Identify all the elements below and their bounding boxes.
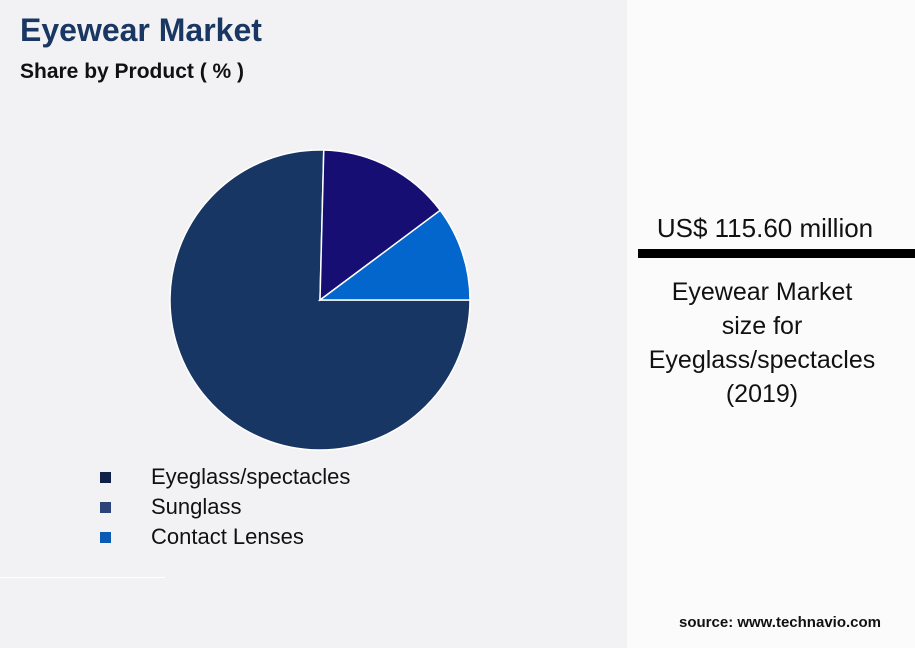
description-line: Eyewear Market (671, 278, 853, 306)
legend-item: Eyeglass/spectacles (100, 462, 350, 492)
legend: Eyeglass/spectacles Sunglass Contact Len… (100, 462, 350, 552)
info-panel: US$ 115.60 million Eyewear Market size f… (627, 0, 915, 648)
legend-label: Sunglass (151, 494, 242, 519)
market-size-description: Eyewear Market size for Eyeglass/spectac… (627, 275, 897, 411)
legend-swatch (100, 471, 111, 483)
chart-title: Eyewear Market (20, 12, 262, 48)
legend-swatch (100, 531, 111, 543)
legend-label: Contact Lenses (151, 524, 304, 549)
description-line: Eyeglass/spectacles (648, 346, 876, 374)
legend-item: Contact Lenses (100, 522, 350, 552)
divider (0, 577, 165, 578)
market-size-value: US$ 115.60 million (656, 213, 874, 243)
divider-bar (638, 249, 915, 258)
chart-subtitle: Share by Product ( % ) (20, 60, 245, 83)
legend-swatch (100, 501, 111, 513)
legend-item: Sunglass (100, 492, 350, 522)
description-line: size for (721, 312, 803, 340)
legend-label: Eyeglass/spectacles (151, 464, 351, 489)
pie-slice-sunglass (319, 149, 442, 302)
source-note: source: www.technavio.com (679, 614, 881, 631)
description-line: (2019) (725, 380, 799, 408)
pie-slice-contact-lenses (317, 209, 471, 301)
pie-chart (169, 149, 471, 451)
